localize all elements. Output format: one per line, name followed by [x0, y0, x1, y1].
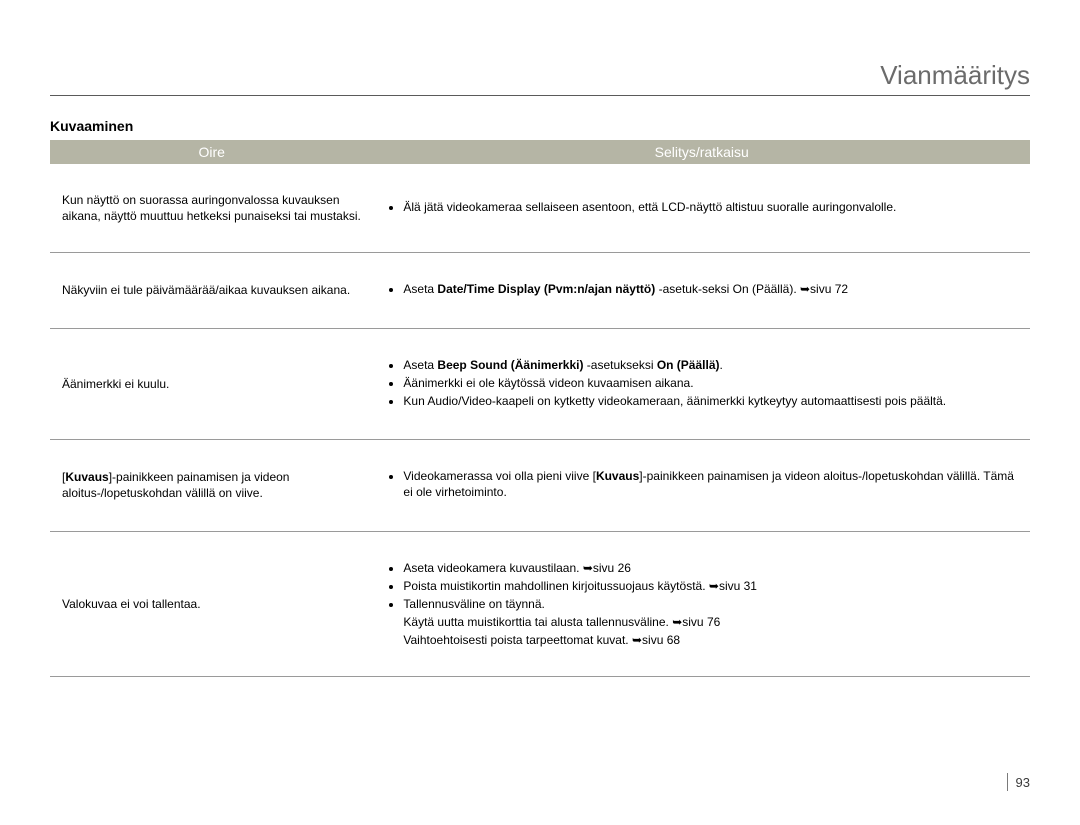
subsection-heading: Kuvaaminen	[50, 118, 1030, 134]
solution-item: Poista muistikortin mahdollinen kirjoitu…	[403, 578, 1018, 594]
page: Vianmääritys Kuvaaminen Oire Selitys/rat…	[0, 0, 1080, 825]
table-row: [Kuvaus]-painikkeen painamisen ja videon…	[50, 440, 1030, 531]
page-number-divider	[1007, 773, 1008, 791]
table-body: Kun näyttö on suorassa auringonvalossa k…	[50, 164, 1030, 677]
page-number: 93	[1016, 775, 1030, 790]
solution-item: Äänimerkki ei ole käytössä videon kuvaam…	[403, 375, 1018, 391]
table-row: Kun näyttö on suorassa auringonvalossa k…	[50, 164, 1030, 253]
symptom-cell: Äänimerkki ei kuulu.	[50, 328, 373, 440]
table-row: Äänimerkki ei kuulu. Aseta Beep Sound (Ää…	[50, 328, 1030, 440]
solution-cell: Aseta Beep Sound (Äänimerkki) -asetuksek…	[373, 328, 1030, 440]
symptom-cell: Valokuvaa ei voi tallentaa.	[50, 531, 373, 677]
symptom-cell: [Kuvaus]-painikkeen painamisen ja videon…	[50, 440, 373, 531]
solution-item: Kun Audio/Video-kaapeli on kytketty vide…	[403, 393, 1018, 409]
solution-list: Aseta videokamera kuvaustilaan. ➥sivu 26…	[385, 560, 1018, 613]
table-row: Näkyviin ei tule päivämäärää/aikaa kuvau…	[50, 253, 1030, 328]
solution-list: Videokamerassa voi olla pieni viive [Kuv…	[385, 468, 1018, 500]
symptom-cell: Näkyviin ei tule päivämäärää/aikaa kuvau…	[50, 253, 373, 328]
page-number-container: 93	[1007, 773, 1030, 791]
solution-cell: Aseta videokamera kuvaustilaan. ➥sivu 26…	[373, 531, 1030, 677]
solution-item: Videokamerassa voi olla pieni viive [Kuv…	[403, 468, 1018, 500]
solution-list: Aseta Beep Sound (Äänimerkki) -asetuksek…	[385, 357, 1018, 410]
col-header-symptom: Oire	[50, 140, 373, 164]
solution-item: Aseta videokamera kuvaustilaan. ➥sivu 26	[403, 560, 1018, 576]
col-header-solution: Selitys/ratkaisu	[373, 140, 1030, 164]
solution-item: Tallennusväline on täynnä.	[403, 596, 1018, 612]
solution-cell: Älä jätä videokameraa sellaiseen asentoo…	[373, 164, 1030, 253]
solution-item: Aseta Date/Time Display (Pvm:n/ajan näyt…	[403, 281, 1018, 297]
solution-item: Älä jätä videokameraa sellaiseen asentoo…	[403, 199, 1018, 215]
solution-note: Käytä uutta muistikorttia tai alusta tal…	[403, 614, 1018, 630]
solution-cell: Videokamerassa voi olla pieni viive [Kuv…	[373, 440, 1030, 531]
symptom-cell: Kun näyttö on suorassa auringonvalossa k…	[50, 164, 373, 253]
solution-list: Aseta Date/Time Display (Pvm:n/ajan näyt…	[385, 281, 1018, 297]
solution-note: Vaihtoehtoisesti poista tarpeettomat kuv…	[403, 632, 1018, 648]
section-title: Vianmääritys	[50, 60, 1030, 96]
troubleshooting-table: Oire Selitys/ratkaisu Kun näyttö on suor…	[50, 140, 1030, 677]
solution-cell: Aseta Date/Time Display (Pvm:n/ajan näyt…	[373, 253, 1030, 328]
table-row: Valokuvaa ei voi tallentaa.Aseta videoka…	[50, 531, 1030, 677]
solution-list: Älä jätä videokameraa sellaiseen asentoo…	[385, 199, 1018, 215]
solution-item: Aseta Beep Sound (Äänimerkki) -asetuksek…	[403, 357, 1018, 373]
